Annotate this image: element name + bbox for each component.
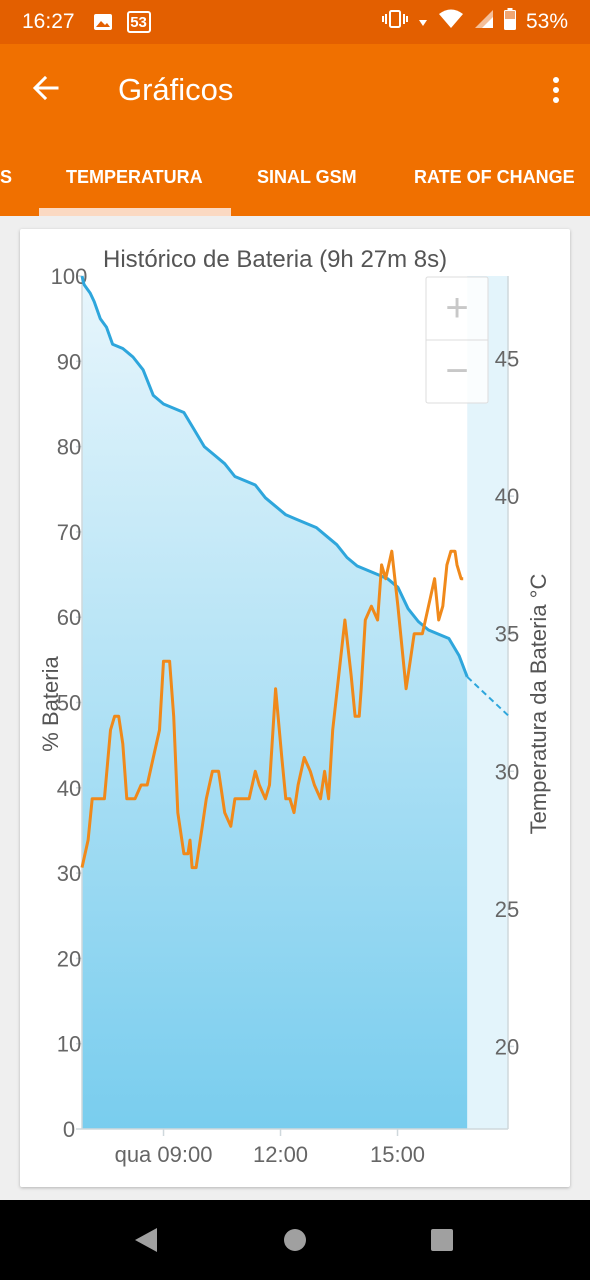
y2-tick-label: 40 [495, 484, 519, 509]
y-tick-label: 90 [57, 349, 81, 374]
y-tick-label: 50 [57, 691, 81, 716]
chart-card: 0 10 20 30 40 50 60 70 80 90 100 20 25 30 35 40 45 qua … [20, 229, 570, 1187]
y-tick-label: 0 [63, 1117, 75, 1142]
nav-recents-button[interactable] [420, 1218, 464, 1262]
square-recents-icon [431, 1229, 453, 1251]
y-tick-label: 40 [57, 776, 81, 801]
zoom-out-icon: − [445, 349, 468, 393]
zoom-in-icon: + [445, 286, 468, 330]
y2-tick-label: 35 [495, 622, 519, 647]
y-axis-label: % Bateria [38, 656, 63, 752]
active-tab-indicator [39, 208, 231, 216]
temperature-line [80, 549, 464, 870]
status-icons: 53% [381, 8, 568, 36]
tab-temperatura[interactable]: TEMPERATURA [66, 166, 203, 187]
wifi-icon [438, 9, 464, 35]
cell-signal-icon [474, 9, 494, 35]
y2-tick-label: 20 [495, 1034, 519, 1059]
x-tick-label: 12:00 [253, 1142, 308, 1167]
tab-rate-of-change[interactable]: RATE OF CHANGE [414, 166, 575, 187]
future-projection-area [467, 276, 508, 1129]
nav-back-button[interactable] [124, 1218, 168, 1262]
y-tick-label: 30 [57, 861, 81, 886]
triangle-back-icon [135, 1228, 157, 1252]
zoom-in-button[interactable]: + [426, 277, 488, 340]
nav-home-button[interactable] [273, 1218, 317, 1262]
y-tick-label: 70 [57, 520, 81, 545]
chart-title: Histórico de Bateria (9h 27m 8s) [103, 246, 447, 273]
page-title: Gráficos [118, 72, 234, 107]
x-tick-label: 15:00 [370, 1142, 425, 1167]
tab-bar: S TEMPERATURA SINAL GSM RATE OF CHANGE [0, 138, 590, 216]
circle-home-icon [284, 1229, 306, 1251]
zoom-out-button[interactable]: − [426, 340, 488, 403]
x-tick-label: qua 09:00 [115, 1142, 213, 1167]
status-bar: 16:27 53 53% [0, 0, 590, 44]
arrow-left-icon [32, 75, 59, 101]
y2-tick-label: 25 [495, 897, 519, 922]
battery-percent: 53% [525, 10, 568, 33]
y2-axis-label: Temperatura da Bateria °C [526, 574, 551, 835]
battery-icon [503, 8, 516, 36]
more-vertical-icon [553, 77, 559, 103]
tab-sinal-gsm[interactable]: SINAL GSM [257, 166, 357, 187]
back-button[interactable] [24, 66, 68, 110]
y-tick-label: 10 [57, 1032, 81, 1057]
zoom-controls: + − [425, 276, 489, 404]
arrow-down-icon [418, 10, 428, 34]
y2-tick-label: 30 [495, 759, 519, 784]
image-icon [93, 13, 113, 31]
y-tick-label: 60 [57, 605, 81, 630]
vibrate-icon [381, 9, 408, 35]
y-tick-label: 20 [57, 946, 81, 971]
battery-percent-line [80, 275, 469, 678]
system-nav-bar [0, 1200, 590, 1280]
status-time: 16:27 [22, 10, 75, 33]
y-tick-label: 80 [57, 435, 81, 460]
overflow-menu-button[interactable] [542, 70, 570, 110]
y2-tick-label: 45 [495, 347, 519, 372]
notification-badge: 53 [126, 11, 151, 33]
tab-previous[interactable]: S [0, 166, 13, 187]
app-bar: Gráficos [0, 44, 590, 138]
